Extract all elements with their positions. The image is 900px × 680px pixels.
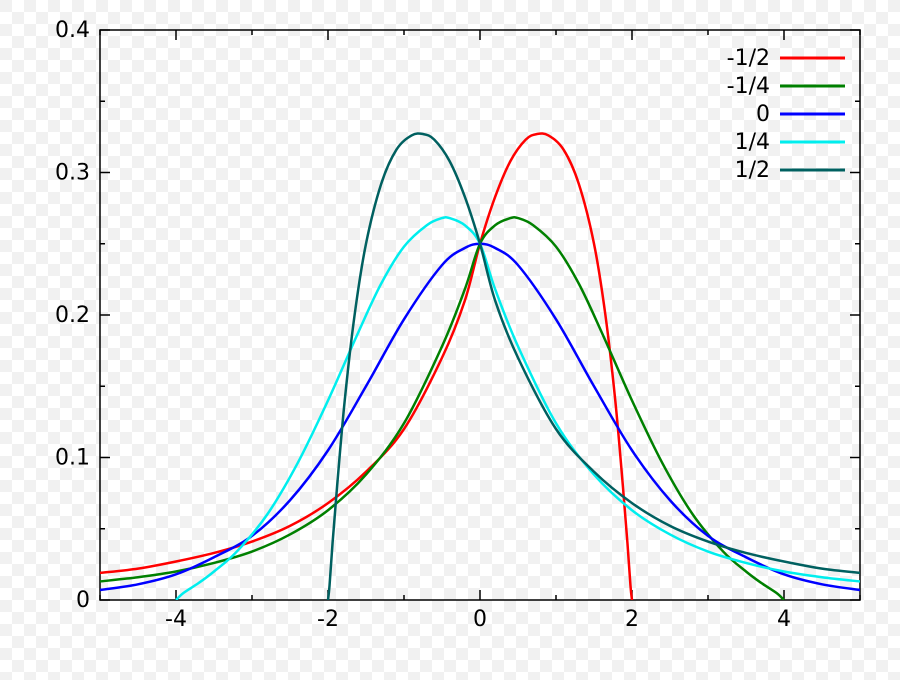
legend-label: 0 (756, 102, 770, 127)
legend-label: 1/4 (735, 130, 770, 155)
y-tick-label: 0.3 (55, 161, 90, 186)
y-tick-label: 0.1 (55, 446, 90, 471)
y-tick-label: 0 (76, 588, 90, 613)
line-chart: -4 -2 0 2 4 0 0.1 0.2 0.3 0.4 -1/2 -1/4 0 1/4 1/2 (0, 0, 900, 680)
chart-container: -4 -2 0 2 4 0 0.1 0.2 0.3 0.4 -1/2 -1/4 0 1/4 1/2 (0, 0, 900, 680)
legend-label: 1/2 (735, 158, 770, 183)
y-tick-label: 0.4 (55, 18, 90, 43)
x-tick-label: 2 (625, 607, 639, 632)
x-tick-label: 4 (777, 607, 791, 632)
x-tick-label: 0 (473, 607, 487, 632)
legend-label: -1/2 (727, 46, 770, 71)
x-tick-label: -4 (165, 607, 187, 632)
x-tick-label: -2 (317, 607, 339, 632)
y-tick-label: 0.2 (55, 303, 90, 328)
legend-label: -1/4 (727, 74, 770, 99)
